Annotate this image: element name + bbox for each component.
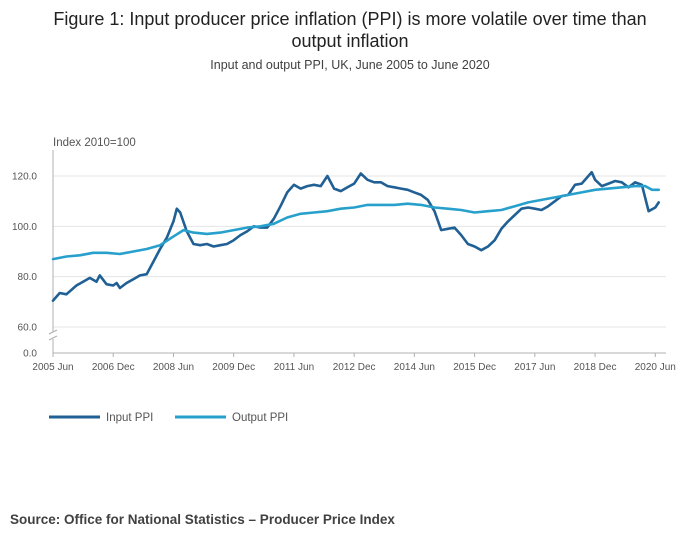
y-axis-title: Index 2010=100 [53,137,136,149]
legend-label-output-ppi: Output PPI [232,412,288,424]
x-tick-label: 2018 Dec [574,362,617,373]
legend-label-input-ppi: Input PPI [106,412,153,424]
x-tick-label: 2008 Jun [153,362,194,373]
chart-title-line-1: Figure 1: Input producer price inflation… [53,9,647,29]
x-tick-label: 2005 Jun [32,362,73,373]
chart-subtitle: Input and output PPI, UK, June 2005 to J… [210,58,490,72]
x-tick-label: 2012 Dec [333,362,376,373]
source-note: Source: Office for National Statistics –… [10,512,395,527]
y-tick-label: 120.0 [12,172,37,183]
y-tick-label: 100.0 [12,222,37,233]
x-tick-label: 2020 Jun [635,362,676,373]
x-tick-label: 2014 Jun [394,362,435,373]
axis-break-mark [48,329,58,341]
x-tick-label: 2015 Dec [453,362,496,373]
series-line-output-ppi [51,184,660,261]
y-tick-label: 80.0 [18,272,38,283]
x-tick-label: 2006 Dec [92,362,135,373]
x-tick-label: 2009 Dec [212,362,255,373]
line-chart: Index 2010=100 120.0 100.0 80.0 60.0 0.0 2005 … [12,137,676,424]
y-tick-label: 60.0 [18,323,38,334]
chart-title: Figure 1: Input producer price inflation… [0,8,700,52]
y-tick-label: 0.0 [23,349,37,360]
x-tick-label: 2011 Jun [274,362,314,373]
x-tick-label: 2017 Jun [514,362,555,373]
series-line-input-ppi [51,170,660,302]
chart-title-line-2: output inflation [291,31,409,51]
